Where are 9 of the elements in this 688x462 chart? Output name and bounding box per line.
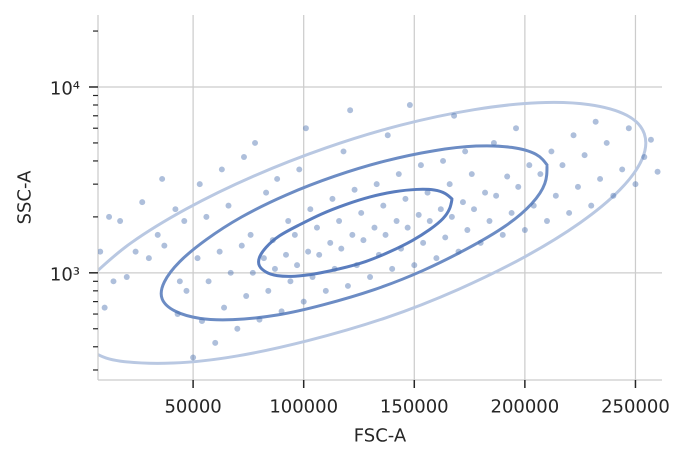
y-tick-label: 10³ (50, 264, 80, 286)
x-tick-label: 250000 (601, 396, 670, 418)
x-tick-label: 100000 (269, 396, 338, 418)
y-tick-label: 10⁴ (50, 78, 80, 100)
x-tick-label: 150000 (380, 396, 449, 418)
x-tick-label: 50000 (164, 396, 222, 418)
x-axis-title: FSC-A (354, 426, 407, 446)
y-axis-title: SSC-A (14, 170, 36, 224)
x-tick-label: 200000 (490, 396, 560, 418)
